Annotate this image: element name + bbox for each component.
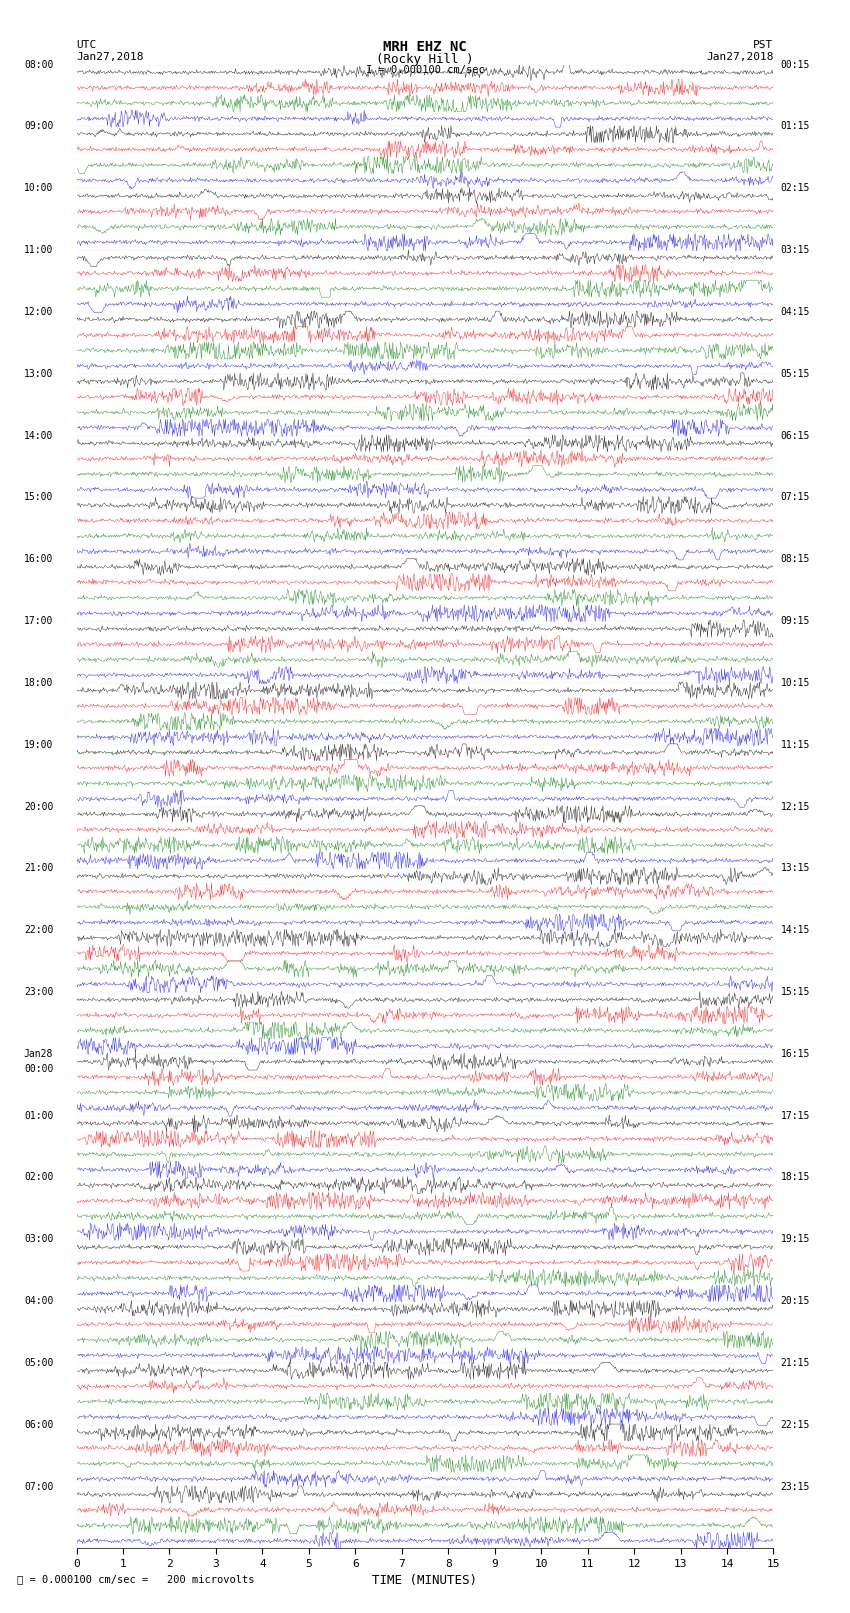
Text: 02:00: 02:00 — [24, 1173, 54, 1182]
Text: 23:00: 23:00 — [24, 987, 54, 997]
Text: 22:00: 22:00 — [24, 926, 54, 936]
Text: 01:00: 01:00 — [24, 1111, 54, 1121]
Text: Jan27,2018: Jan27,2018 — [706, 52, 774, 61]
Text: 12:15: 12:15 — [780, 802, 810, 811]
Text: 10:15: 10:15 — [780, 677, 810, 687]
Text: 13:00: 13:00 — [24, 369, 54, 379]
Text: 11:15: 11:15 — [780, 740, 810, 750]
Text: MRH EHZ NC: MRH EHZ NC — [383, 40, 467, 55]
Text: 07:15: 07:15 — [780, 492, 810, 502]
Text: 17:00: 17:00 — [24, 616, 54, 626]
Text: 10:00: 10:00 — [24, 184, 54, 194]
Text: 09:15: 09:15 — [780, 616, 810, 626]
Text: 16:15: 16:15 — [780, 1048, 810, 1058]
Text: 21:00: 21:00 — [24, 863, 54, 873]
Text: 06:00: 06:00 — [24, 1419, 54, 1429]
Text: I = 0.000100 cm/sec: I = 0.000100 cm/sec — [366, 65, 484, 74]
Text: 05:00: 05:00 — [24, 1358, 54, 1368]
Text: Jan27,2018: Jan27,2018 — [76, 52, 144, 61]
Text: 20:15: 20:15 — [780, 1297, 810, 1307]
Text: PST: PST — [753, 40, 774, 50]
Text: 11:00: 11:00 — [24, 245, 54, 255]
Text: 19:15: 19:15 — [780, 1234, 810, 1244]
Text: 19:00: 19:00 — [24, 740, 54, 750]
Text: 01:15: 01:15 — [780, 121, 810, 131]
Text: 22:15: 22:15 — [780, 1419, 810, 1429]
Text: 13:15: 13:15 — [780, 863, 810, 873]
Text: 15:00: 15:00 — [24, 492, 54, 502]
Text:  = 0.000100 cm/sec =   200 microvolts:  = 0.000100 cm/sec = 200 microvolts — [17, 1574, 254, 1584]
Text: 08:15: 08:15 — [780, 555, 810, 565]
Text: 06:15: 06:15 — [780, 431, 810, 440]
Text: 00:15: 00:15 — [780, 60, 810, 69]
Text: UTC: UTC — [76, 40, 97, 50]
Text: 05:15: 05:15 — [780, 369, 810, 379]
Text: 02:15: 02:15 — [780, 184, 810, 194]
Text: Jan28: Jan28 — [24, 1048, 54, 1058]
Text: 03:00: 03:00 — [24, 1234, 54, 1244]
Text: 00:00: 00:00 — [24, 1065, 54, 1074]
Text: 07:00: 07:00 — [24, 1482, 54, 1492]
Text: 16:00: 16:00 — [24, 555, 54, 565]
Text: 04:15: 04:15 — [780, 306, 810, 316]
Text: (Rocky Hill ): (Rocky Hill ) — [377, 53, 473, 66]
Text: 09:00: 09:00 — [24, 121, 54, 131]
Text: 15:15: 15:15 — [780, 987, 810, 997]
Text: 23:15: 23:15 — [780, 1482, 810, 1492]
Text: 18:00: 18:00 — [24, 677, 54, 687]
Text: 08:00: 08:00 — [24, 60, 54, 69]
Text: 04:00: 04:00 — [24, 1297, 54, 1307]
Text: 14:15: 14:15 — [780, 926, 810, 936]
Text: 20:00: 20:00 — [24, 802, 54, 811]
Text: 14:00: 14:00 — [24, 431, 54, 440]
X-axis label: TIME (MINUTES): TIME (MINUTES) — [372, 1574, 478, 1587]
Text: 21:15: 21:15 — [780, 1358, 810, 1368]
Text: 17:15: 17:15 — [780, 1111, 810, 1121]
Text: 03:15: 03:15 — [780, 245, 810, 255]
Text: 18:15: 18:15 — [780, 1173, 810, 1182]
Text: 12:00: 12:00 — [24, 306, 54, 316]
